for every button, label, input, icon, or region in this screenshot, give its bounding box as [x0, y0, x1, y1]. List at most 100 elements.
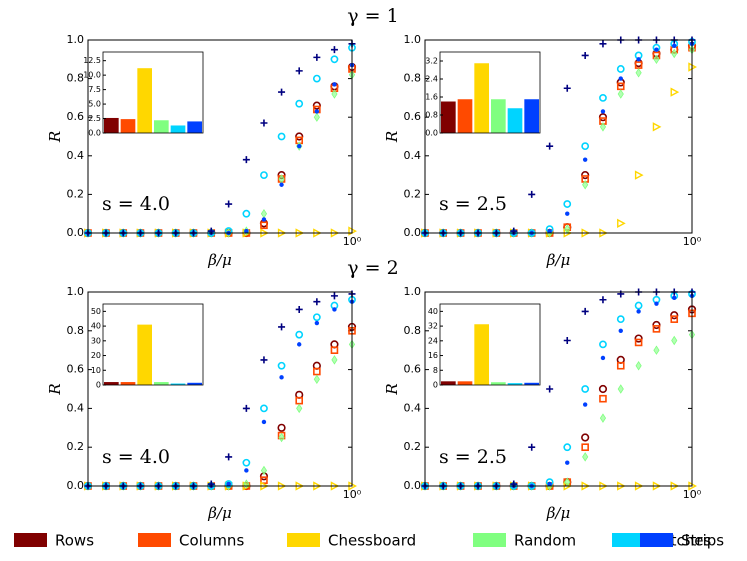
inset-y-tick-label: 10 — [91, 366, 101, 375]
inset-bar — [524, 382, 539, 385]
y-tick-label: 0.8 — [67, 72, 85, 85]
marker — [313, 53, 321, 61]
marker — [652, 122, 662, 132]
marker — [277, 132, 286, 141]
inset-bar — [137, 68, 152, 133]
inset-y-tick-label: 20 — [91, 351, 101, 360]
x-tick-label: 10⁰ — [683, 488, 702, 501]
inset-y-tick-label: 0.8 — [425, 111, 438, 120]
marker — [279, 182, 284, 187]
inset-y-tick-label: 50 — [91, 307, 101, 316]
y-tick-label: 1.0 — [404, 33, 422, 46]
marker — [563, 200, 572, 208]
marker — [295, 396, 304, 405]
legend-label: Random — [514, 532, 576, 550]
marker — [670, 311, 679, 320]
inset-bg — [440, 304, 540, 385]
inset-bg — [440, 52, 540, 133]
marker — [617, 89, 624, 99]
marker — [670, 87, 680, 97]
marker — [546, 385, 554, 393]
marker — [563, 443, 572, 452]
marker — [260, 171, 268, 179]
marker — [652, 320, 661, 330]
marker — [260, 119, 268, 127]
y-tick-label: 0.8 — [404, 72, 422, 85]
marker — [600, 355, 606, 361]
legend-label: Chessboard — [328, 532, 416, 550]
inset-y-tick-label: 40 — [91, 322, 101, 331]
legend-swatch — [287, 533, 320, 547]
legend-swatch — [473, 533, 506, 547]
inset-y-tick-label: 5.0 — [88, 100, 101, 109]
inset-bar — [491, 382, 506, 385]
marker — [278, 88, 286, 96]
marker — [225, 200, 233, 208]
inset-bar — [524, 99, 539, 133]
y-axis-label: R — [383, 131, 401, 143]
marker — [565, 460, 570, 465]
inset-y-tick-label: 0.0 — [425, 129, 438, 138]
marker — [277, 423, 286, 432]
marker — [313, 374, 320, 385]
x-tick-label: 10⁰ — [683, 235, 702, 248]
marker — [654, 47, 659, 52]
y-tick-label: 0.8 — [67, 324, 85, 337]
inset-bar — [137, 324, 152, 385]
marker — [332, 82, 337, 87]
inset-bar — [154, 382, 169, 385]
marker — [331, 355, 338, 365]
marker — [260, 476, 268, 484]
marker — [314, 109, 320, 114]
plot-frame — [87, 39, 353, 234]
marker — [547, 228, 552, 234]
row-title: γ = 1 — [347, 5, 398, 27]
x-axis-label: β/μ — [546, 504, 570, 522]
inset-y-tick-label: 24 — [428, 336, 438, 345]
y-tick-label: 0.6 — [404, 363, 422, 376]
annotation: s = 2.5 — [439, 446, 507, 468]
marker — [581, 142, 590, 151]
marker — [297, 143, 302, 149]
marker — [312, 101, 321, 110]
y-tick-label: 0.6 — [67, 363, 85, 376]
inset-bar — [120, 382, 136, 385]
y-tick-label: 0.4 — [404, 149, 422, 162]
inset-bar — [154, 120, 169, 133]
marker — [599, 40, 607, 48]
marker — [635, 360, 642, 371]
marker — [582, 452, 589, 462]
inset-y-tick-label: 16 — [428, 351, 438, 360]
inset-frame — [439, 51, 541, 134]
marker — [581, 171, 590, 180]
marker — [581, 51, 589, 59]
plot-frame — [424, 39, 693, 234]
y-tick-label: 0.2 — [67, 440, 85, 453]
inset-bar — [104, 382, 119, 385]
x-tick-label: 10⁰ — [343, 235, 362, 248]
marker — [671, 335, 678, 346]
marker — [224, 480, 233, 488]
marker — [313, 112, 320, 122]
marker — [260, 465, 268, 476]
marker — [671, 48, 678, 59]
marker — [225, 453, 233, 461]
inset-bar — [491, 99, 506, 133]
marker — [313, 367, 321, 376]
marker — [313, 298, 321, 306]
marker — [617, 218, 626, 229]
y-tick-label: 0.2 — [404, 440, 422, 453]
x-axis-label: β/μ — [207, 504, 231, 522]
marker — [226, 481, 231, 487]
marker — [672, 43, 677, 48]
legend-swatch — [640, 533, 673, 547]
marker — [652, 325, 661, 333]
marker — [582, 402, 588, 407]
marker — [634, 170, 644, 180]
inset-bar — [187, 382, 202, 385]
marker — [634, 334, 643, 343]
marker — [581, 443, 589, 452]
marker — [278, 323, 286, 331]
marker — [653, 345, 660, 355]
